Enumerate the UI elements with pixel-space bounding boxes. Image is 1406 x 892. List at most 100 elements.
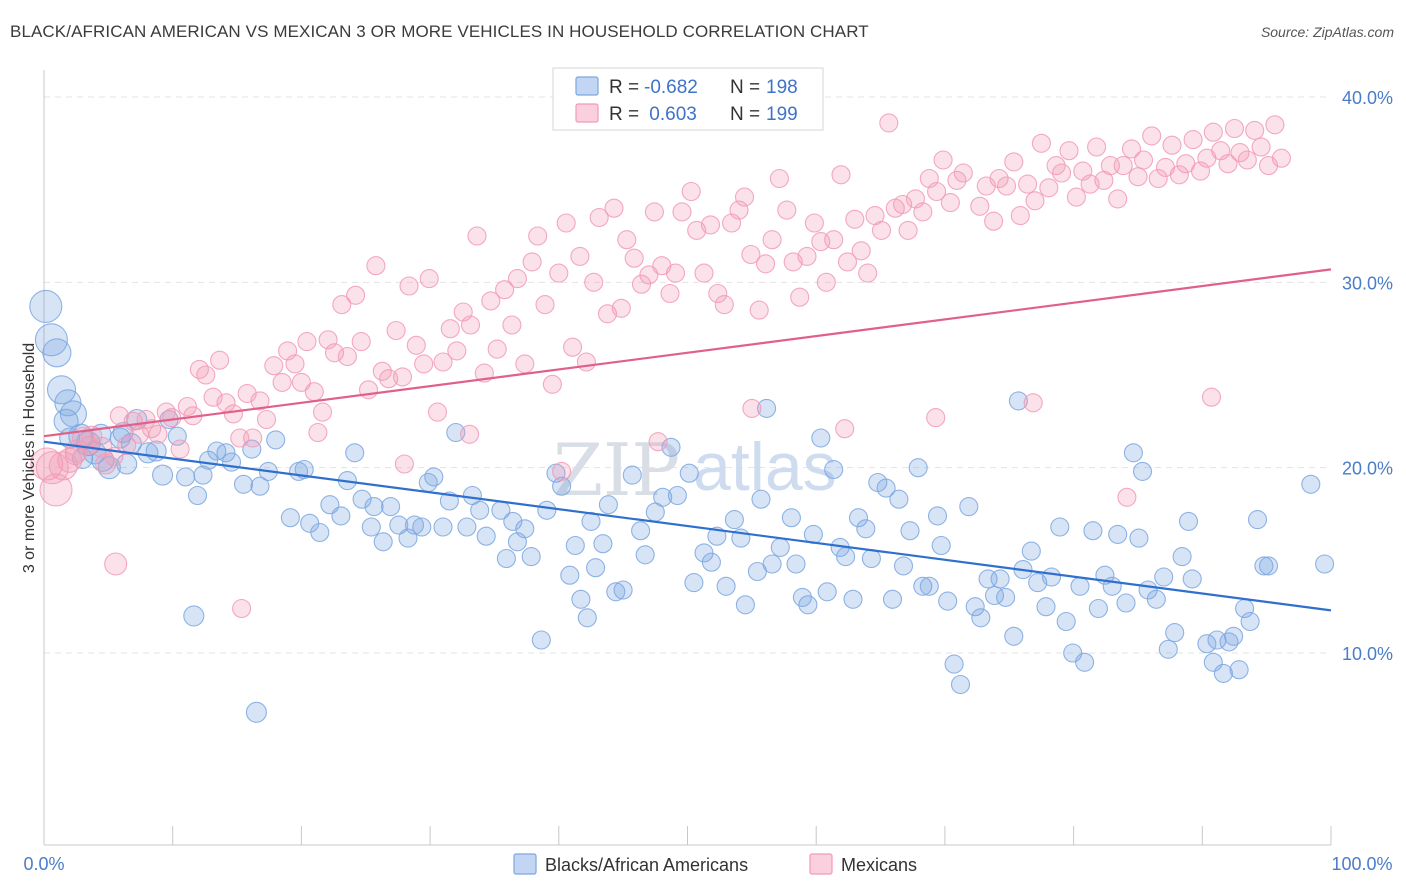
blacks-point-43 [373, 532, 393, 552]
mexicans-point-179 [1265, 115, 1285, 135]
mexicans-point-73 [528, 226, 548, 246]
legend-r-value-0: -0.682 [644, 77, 698, 98]
mexicans-point-92 [660, 283, 680, 304]
blacks-point-25 [221, 452, 242, 472]
mexicans-point-162 [1148, 168, 1168, 189]
blacks-point-112 [861, 548, 881, 569]
mexicans-point-136 [970, 196, 990, 216]
blacks-point-98 [770, 537, 790, 557]
blacks-point-137 [1021, 541, 1041, 561]
mexicans-point-85 [611, 298, 631, 318]
blacks-point-3 [46, 375, 77, 405]
blacks-point-65 [537, 500, 557, 520]
mexicans-point-104 [741, 244, 761, 265]
mexicans-point-127 [898, 220, 918, 240]
mexicans-point-82 [589, 207, 609, 228]
mexicans-point-77 [556, 213, 576, 233]
mexicans-point-129 [913, 202, 933, 222]
blacks-point-172 [1247, 510, 1268, 530]
mexicans-point-134 [947, 170, 967, 190]
blacks-point-67 [552, 476, 572, 496]
bottom-legend-swatch-blacks [513, 853, 537, 875]
blacks-point-0 [29, 289, 63, 323]
mexicans-point-141 [1004, 152, 1024, 172]
blacks-point-175 [1301, 474, 1321, 494]
x-tick-label-max: 100.0% [1331, 854, 1392, 874]
mexicans-point-61 [447, 341, 467, 361]
blacks-point-28 [250, 476, 270, 496]
blacks-point-129 [971, 608, 991, 628]
mexicans-point-75 [542, 374, 562, 394]
blacks-point-76 [606, 582, 626, 602]
mexicans-point-12 [117, 435, 137, 455]
chart-title: BLACK/AFRICAN AMERICAN VS MEXICAN 3 OR M… [10, 22, 869, 41]
mexicans-point-159 [1128, 167, 1148, 187]
mexicans-point-123 [871, 220, 892, 240]
mexicans-point-187 [648, 432, 668, 452]
mexicans-point-170 [1203, 122, 1223, 142]
mexicans-point-95 [681, 181, 701, 202]
mexicans-point-33 [256, 409, 277, 430]
blacks-point-142 [1056, 611, 1076, 632]
blacks-point-39 [345, 443, 365, 463]
mexicans-point-45 [337, 346, 357, 367]
mexicans-point-81 [584, 272, 604, 292]
x-tick-label-min: 0.0% [23, 854, 64, 874]
blacks-point-95 [751, 489, 771, 509]
blacks-point-24 [216, 443, 236, 463]
mexicans-point-111 [790, 287, 810, 307]
mexicans-point-66 [481, 291, 501, 311]
mexicans-point-167 [1183, 130, 1203, 150]
mexicans-point-120 [851, 241, 871, 261]
blacks-point-71 [577, 608, 597, 628]
mexicans-point-52 [386, 320, 406, 341]
mexicans-point-175 [1237, 150, 1257, 170]
mexicans-point-132 [933, 150, 953, 170]
blacks-point-161 [1178, 511, 1199, 531]
blacks-point-59 [496, 548, 516, 569]
blacks-point-159 [1165, 623, 1185, 643]
bottom-legend-swatch-mexicans [809, 853, 833, 875]
mexicans-point-58 [427, 402, 448, 422]
mexicans-point-100 [714, 295, 734, 315]
blacks-point-153 [1129, 528, 1149, 548]
blacks-point-126 [950, 674, 971, 695]
trend-lines [43, 268, 1332, 612]
mexicans-point-19 [162, 408, 182, 428]
mexicans-point-106 [756, 254, 776, 274]
mexicans-point-131 [927, 181, 947, 202]
mexicans-point-63 [460, 315, 481, 335]
mexicans-point-121 [858, 263, 878, 283]
blacks-point-44 [381, 497, 401, 517]
blacks-point-116 [889, 489, 909, 509]
mexicans-point-164 [1162, 135, 1182, 155]
mexicans-point-38 [291, 372, 311, 392]
blacks-point-20 [187, 485, 208, 506]
mexicans-trend-line [43, 268, 1332, 438]
blacks-point-70 [571, 589, 591, 609]
blacks-trend-line [43, 440, 1332, 612]
blacks-point-85 [679, 463, 699, 483]
blacks-point-104 [811, 428, 831, 448]
blacks-point-96 [757, 398, 777, 418]
y-axis-title: 3 or more Vehicles in Household [21, 343, 38, 573]
mexicans-point-44 [332, 295, 352, 315]
blacks-point-99 [781, 508, 801, 528]
mexicans-point-59 [433, 352, 453, 372]
blacks-point-53 [446, 422, 466, 443]
blacks-point-168 [1224, 626, 1244, 646]
blacks-point-122 [927, 506, 948, 526]
mexicans-point-117 [831, 165, 851, 185]
legend-bottom: Blacks/African Americans Mexicans [513, 853, 917, 875]
legend-r-label-0: R = [609, 77, 639, 98]
mexicans-point-138 [984, 211, 1004, 231]
mexicans-point-20 [170, 439, 190, 459]
mexicans-point-188 [742, 398, 762, 418]
mexicans-point-148 [1052, 163, 1072, 183]
mexicans-point-145 [1031, 133, 1051, 153]
legend-n-label-1: N = [730, 104, 760, 125]
y-tick-label-0: 10.0% [1342, 644, 1393, 664]
legend-top: R = -0.682 N = 198 R = 0.603 N = 199 [552, 67, 824, 131]
mexicans-point-105 [749, 300, 769, 320]
mexicans-point-184 [394, 454, 414, 474]
